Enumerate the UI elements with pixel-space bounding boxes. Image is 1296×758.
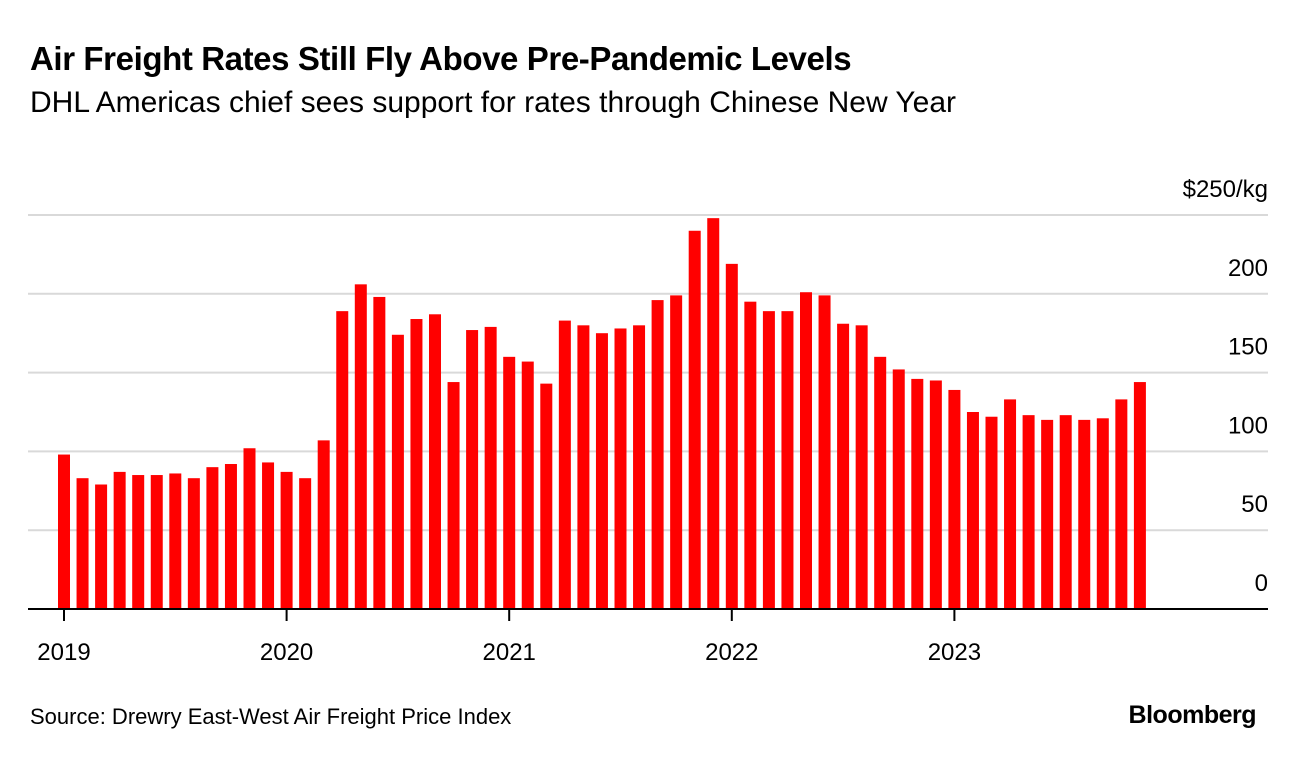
bar-2022-01 [725, 263, 738, 609]
y-tick-label: 50 [1241, 491, 1268, 518]
bar-2019-04 [113, 471, 126, 609]
bar-2023-11 [1133, 382, 1146, 609]
bar-2019-07 [169, 473, 182, 609]
bar-2022-07 [837, 323, 850, 609]
bar-2021-03 [540, 383, 553, 609]
bar-2021-05 [577, 325, 590, 609]
bar-2019-10 [224, 464, 237, 609]
bar-2020-07 [391, 334, 404, 609]
bar-2022-04 [781, 311, 794, 609]
bar-2021-01 [503, 356, 516, 609]
bar-2022-02 [744, 301, 757, 609]
y-tick-label: 200 [1228, 255, 1268, 282]
bar-2022-12 [929, 380, 942, 609]
bar-2021-06 [595, 333, 608, 609]
bar-2021-04 [558, 320, 571, 609]
bar-2022-11 [911, 378, 924, 609]
bar-2019-01 [58, 454, 70, 609]
bar-2021-12 [707, 218, 720, 609]
bar-2023-03 [985, 416, 998, 609]
bar-2021-02 [521, 361, 534, 609]
bar-2019-12 [262, 462, 275, 609]
bar-2023-10 [1115, 399, 1128, 609]
y-tick-label: 100 [1228, 412, 1268, 439]
bar-2020-09 [429, 314, 441, 609]
x-tick-label: 2020 [260, 639, 313, 666]
chart-title: Air Freight Rates Still Fly Above Pre-Pa… [30, 40, 852, 77]
bar-2022-03 [762, 311, 775, 609]
bar-2023-02 [966, 412, 979, 609]
bar-2019-05 [132, 475, 145, 609]
y-axis-labels: 0 50 100 150 200 $250/kg [1183, 176, 1268, 597]
bar-2021-11 [688, 230, 701, 609]
bar-2022-05 [800, 292, 812, 609]
bar-2023-07 [1059, 415, 1072, 609]
bar-2020-04 [336, 311, 349, 609]
bar-2022-09 [874, 356, 887, 609]
bloomberg-logo: Bloomberg [1128, 701, 1257, 729]
y-tick-label: $250/kg [1183, 176, 1268, 203]
bar-2020-11 [466, 330, 479, 609]
x-tick-label: 2022 [705, 639, 758, 666]
bar-2023-08 [1078, 419, 1091, 609]
bar-2020-05 [354, 284, 367, 609]
bar-2021-08 [633, 325, 646, 609]
bar-2020-12 [484, 326, 497, 609]
bar-2023-06 [1041, 419, 1054, 609]
bar-2019-02 [76, 478, 89, 609]
x-tick-label: 2023 [928, 639, 981, 666]
x-tick-label: 2019 [37, 639, 90, 666]
bar-2020-08 [410, 319, 423, 609]
x-tick-label: 2021 [483, 639, 536, 666]
y-tick-label: 150 [1228, 334, 1268, 361]
bar-2022-06 [818, 295, 831, 609]
bar-2020-06 [373, 296, 386, 609]
bar-2020-03 [317, 440, 330, 609]
bar-2019-06 [150, 475, 163, 609]
bar-2022-08 [855, 325, 868, 609]
bar-2023-04 [1004, 399, 1017, 609]
bar-2022-10 [892, 369, 905, 609]
bar-2019-08 [187, 478, 200, 609]
x-axis [28, 608, 1268, 621]
chart-subtitle: DHL Americas chief sees support for rate… [30, 86, 957, 119]
bars [58, 218, 1146, 609]
x-axis-labels: 2019 2020 2021 2022 2023 [37, 639, 981, 666]
bar-2020-01 [280, 471, 293, 609]
bar-2023-09 [1096, 418, 1109, 609]
bar-2023-01 [948, 389, 961, 609]
bar-2019-09 [206, 467, 219, 609]
bar-2020-10 [447, 382, 460, 609]
y-tick-label: 0 [1255, 570, 1268, 597]
bar-2021-09 [651, 300, 664, 609]
bar-2020-02 [299, 478, 312, 609]
source-note: Source: Drewry East-West Air Freight Pri… [30, 704, 512, 729]
bar-2023-05 [1022, 415, 1035, 609]
bar-2021-10 [670, 295, 683, 609]
bar-2019-03 [95, 484, 108, 609]
bar-2019-11 [243, 448, 256, 609]
bar-2021-07 [614, 328, 627, 609]
